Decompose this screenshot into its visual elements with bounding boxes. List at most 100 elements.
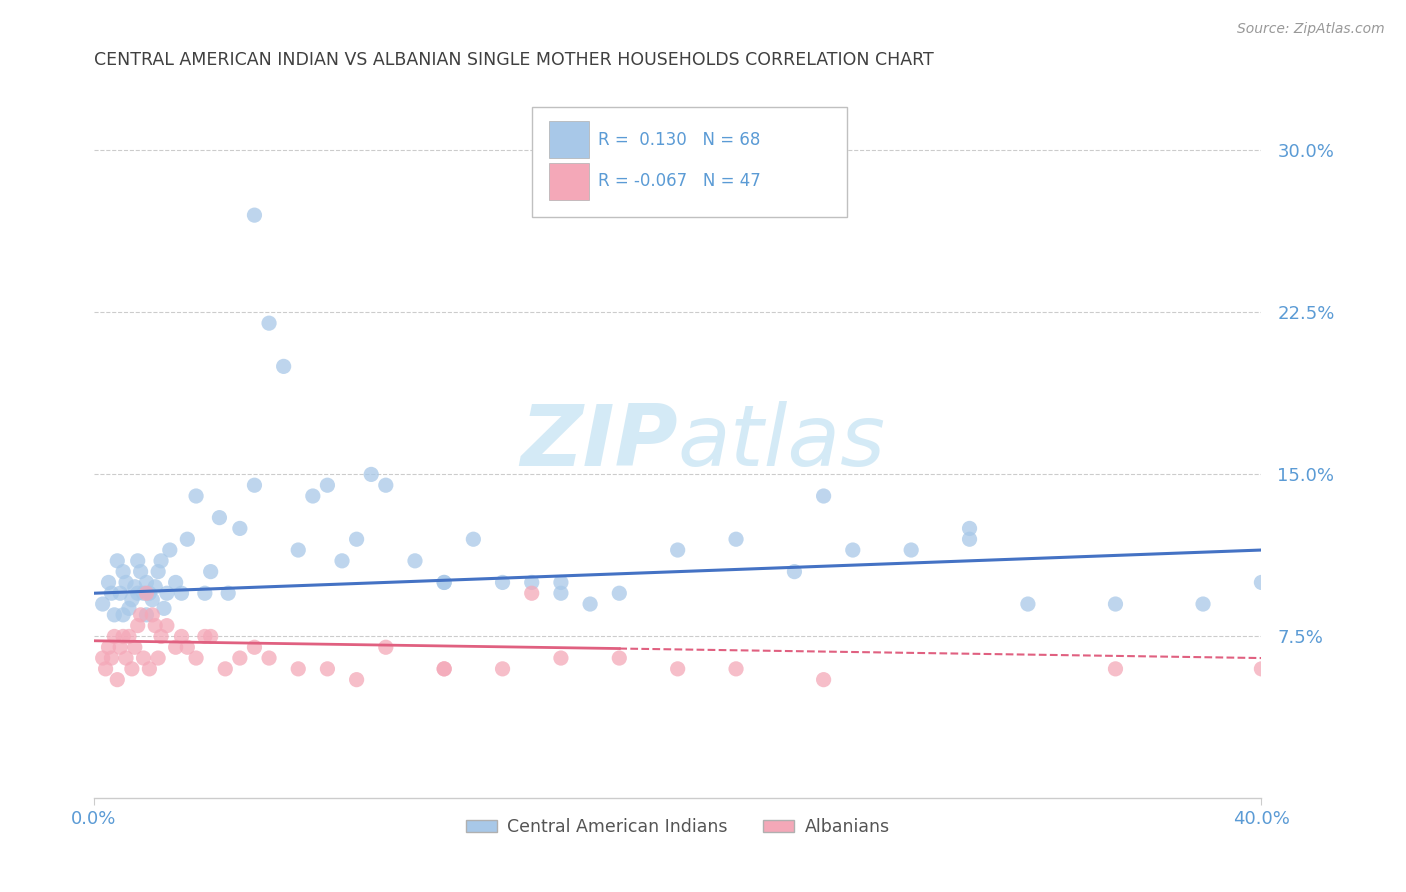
Point: [112, 565, 135, 579]
FancyBboxPatch shape: [550, 121, 589, 158]
Text: R =  0.130   N = 68: R = 0.130 N = 68: [599, 131, 761, 149]
Point: [1250, 575, 1272, 590]
Point: [159, 543, 181, 558]
Point: [115, 651, 138, 665]
Point: [170, 630, 193, 644]
Text: CENTRAL AMERICAN INDIAN VS ALBANIAN SINGLE MOTHER HOUSEHOLDS CORRELATION CHART: CENTRAL AMERICAN INDIAN VS ALBANIAN SING…: [94, 51, 934, 69]
Point: [813, 489, 835, 503]
Point: [607, 586, 630, 600]
Point: [138, 662, 160, 676]
Point: [156, 618, 179, 632]
Point: [346, 533, 368, 547]
Point: [91, 651, 114, 665]
Text: ZIP: ZIP: [520, 401, 678, 483]
Point: [520, 575, 543, 590]
Point: [97, 575, 120, 590]
Point: [229, 651, 252, 665]
Point: [121, 592, 143, 607]
Point: [287, 543, 309, 558]
Point: [900, 543, 922, 558]
Point: [170, 586, 193, 600]
Legend: Central American Indians, Albanians: Central American Indians, Albanians: [458, 812, 897, 843]
Point: [129, 565, 152, 579]
Point: [404, 554, 426, 568]
Point: [138, 586, 160, 600]
Point: [1104, 662, 1126, 676]
Point: [208, 510, 231, 524]
Point: [1250, 662, 1272, 676]
Point: [783, 565, 806, 579]
Text: R = -0.067   N = 47: R = -0.067 N = 47: [599, 172, 761, 190]
Point: [146, 565, 169, 579]
Point: [959, 521, 981, 535]
Point: [725, 533, 748, 547]
Point: [132, 586, 155, 600]
Point: [491, 662, 513, 676]
Point: [550, 586, 572, 600]
Point: [184, 489, 207, 503]
Point: [194, 630, 217, 644]
FancyBboxPatch shape: [531, 107, 846, 218]
Point: [124, 640, 146, 655]
Point: [287, 662, 309, 676]
Point: [725, 662, 748, 676]
Point: [156, 586, 179, 600]
Point: [316, 478, 339, 492]
Point: [257, 316, 280, 330]
Point: [135, 607, 157, 622]
Point: [316, 662, 339, 676]
Point: [229, 521, 252, 535]
Point: [127, 554, 149, 568]
Point: [105, 673, 128, 687]
Point: [842, 543, 865, 558]
Point: [194, 586, 217, 600]
Point: [153, 601, 176, 615]
Point: [124, 580, 146, 594]
Point: [105, 554, 128, 568]
Point: [141, 592, 163, 607]
Point: [243, 478, 266, 492]
Point: [112, 607, 135, 622]
Point: [433, 575, 456, 590]
Point: [243, 640, 266, 655]
Point: [273, 359, 295, 374]
Point: [346, 673, 368, 687]
Point: [433, 662, 456, 676]
Text: Source: ZipAtlas.com: Source: ZipAtlas.com: [1237, 22, 1385, 37]
Point: [550, 651, 572, 665]
Point: [374, 478, 396, 492]
Point: [959, 533, 981, 547]
Point: [666, 662, 689, 676]
Point: [118, 630, 141, 644]
Point: [146, 651, 169, 665]
Point: [103, 630, 125, 644]
Point: [214, 662, 236, 676]
Point: [127, 618, 149, 632]
Point: [91, 597, 114, 611]
Point: [433, 662, 456, 676]
Point: [127, 586, 149, 600]
Point: [257, 651, 280, 665]
Point: [135, 575, 157, 590]
Text: atlas: atlas: [678, 401, 886, 483]
Point: [121, 662, 143, 676]
Point: [579, 597, 602, 611]
Point: [813, 673, 835, 687]
Point: [103, 607, 125, 622]
Point: [141, 607, 163, 622]
Point: [108, 640, 131, 655]
Point: [132, 651, 155, 665]
Point: [433, 575, 456, 590]
Point: [94, 662, 117, 676]
Point: [108, 586, 131, 600]
Point: [150, 630, 173, 644]
Point: [301, 489, 323, 503]
Point: [118, 601, 141, 615]
Point: [112, 630, 135, 644]
Point: [666, 543, 689, 558]
Point: [330, 554, 353, 568]
Point: [243, 208, 266, 222]
Point: [360, 467, 382, 482]
Point: [184, 651, 207, 665]
Point: [200, 565, 222, 579]
